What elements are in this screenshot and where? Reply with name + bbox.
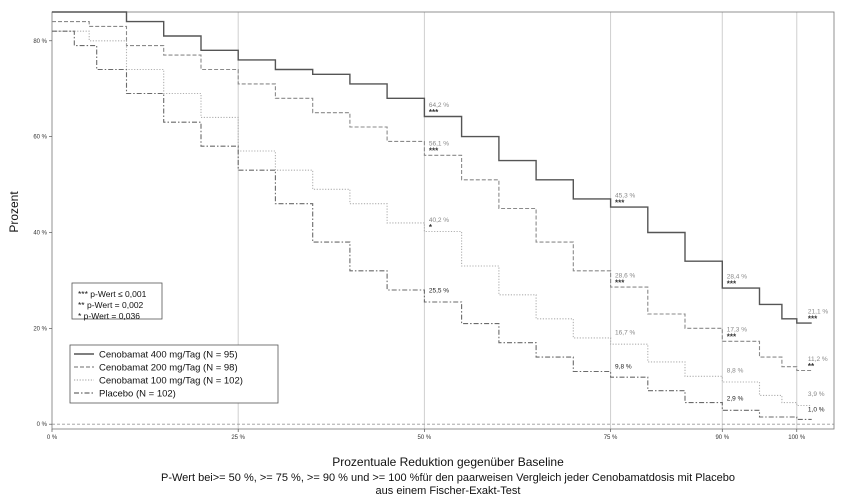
plot-frame <box>51 11 835 430</box>
annotation-significance-2: * <box>429 223 433 232</box>
annotation-layer: 64,2 %***56,1 %***40,2 %*25,5 %45,3 %***… <box>429 102 829 414</box>
annotation-value-0: 64,2 % <box>429 102 449 109</box>
annotation-value-5: 28,6 % <box>615 273 635 280</box>
footnote-line-1: P-Wert bei>= 50 %, >= 75 %, >= 90 % und … <box>161 472 735 484</box>
legend-label-placebo: Placebo (N = 102) <box>99 389 176 400</box>
x-tick-label-1: 25 % <box>231 435 245 441</box>
y-tick-label-3: 60 % <box>33 135 47 141</box>
pvalue-line-2: ** p-Wert = 0,002 <box>78 300 144 310</box>
annotation-significance-8: *** <box>727 279 737 288</box>
legend-label-cenobamat-100: Cenobamat 100 mg/Tag (N = 102) <box>99 376 243 387</box>
pvalue-box: *** p-Wert ≤ 0,001 ** p-Wert = 0,002 * p… <box>71 282 163 321</box>
series-line-3 <box>52 30 812 420</box>
y-tick-label-1: 20 % <box>33 326 47 332</box>
axes: 0 % 25 % 50 % 75 % 90 % 100 % 0 % 20 % 40 % 60 % 8… <box>33 11 835 441</box>
pvalue-box-frame <box>71 282 163 320</box>
y-tick-label-2: 40 % <box>33 230 47 236</box>
annotation-value-3: 25,5 % <box>429 287 449 294</box>
annotation-significance-0: *** <box>429 108 439 117</box>
legend-label-cenobamat-200: Cenobamat 200 mg/Tag (N = 98) <box>99 363 238 374</box>
series-line-1 <box>52 21 812 372</box>
pvalue-line-1: *** p-Wert ≤ 0,001 <box>78 289 147 299</box>
annotation-value-2: 40,2 % <box>429 217 449 224</box>
annotation-value-8: 28,4 % <box>727 273 747 280</box>
annotation-value-4: 45,3 % <box>615 192 635 199</box>
annotation-value-1: 56,1 % <box>429 141 449 148</box>
x-tick-label-4: 90 % <box>715 435 729 441</box>
y-axis-title: Prozent <box>7 191 21 233</box>
series-layer <box>52 11 812 420</box>
x-tick-label-2: 50 % <box>418 435 432 441</box>
series-line-0 <box>52 11 812 324</box>
annotation-value-11: 2,9 % <box>727 396 744 403</box>
annotation-value-7: 9,8 % <box>615 364 632 371</box>
x-tick-label-5: 100 % <box>788 435 806 441</box>
annotation-value-10: 8,8 % <box>727 367 744 374</box>
annotation-value-15: 1,0 % <box>808 407 825 414</box>
annotation-value-14: 3,9 % <box>808 391 825 398</box>
annotation-significance-4: *** <box>615 198 625 207</box>
annotation-value-12: 21,1 % <box>808 308 828 315</box>
legend: Cenobamat 400 mg/Tag (N = 95) Cenobamat … <box>69 344 279 404</box>
annotation-significance-1: *** <box>429 147 439 156</box>
annotation-significance-9: *** <box>727 333 737 342</box>
y-tick-label-0: 0 % <box>37 422 48 428</box>
y-tick-label-4: 80 % <box>33 39 47 45</box>
annotation-significance-13: ** <box>808 362 815 371</box>
footnote-line-2: aus einem Fischer-Exakt-Test <box>376 485 521 497</box>
annotation-value-13: 11,2 % <box>808 356 828 363</box>
x-tick-label-0: 0 % <box>47 435 58 441</box>
series-line-2 <box>52 30 812 407</box>
pvalue-line-3: * p-Wert = 0,036 <box>78 311 140 321</box>
x-tick-label-3: 75 % <box>604 435 618 441</box>
annotation-value-9: 17,3 % <box>727 327 747 334</box>
x-axis-title: Prozentuale Reduktion gegenüber Baseline <box>332 455 564 469</box>
annotation-significance-12: *** <box>808 314 818 323</box>
annotation-significance-5: *** <box>615 279 625 288</box>
legend-label-cenobamat-400: Cenobamat 400 mg/Tag (N = 95) <box>99 350 238 361</box>
annotation-value-6: 16,7 % <box>615 330 635 337</box>
legend-frame <box>69 344 279 404</box>
